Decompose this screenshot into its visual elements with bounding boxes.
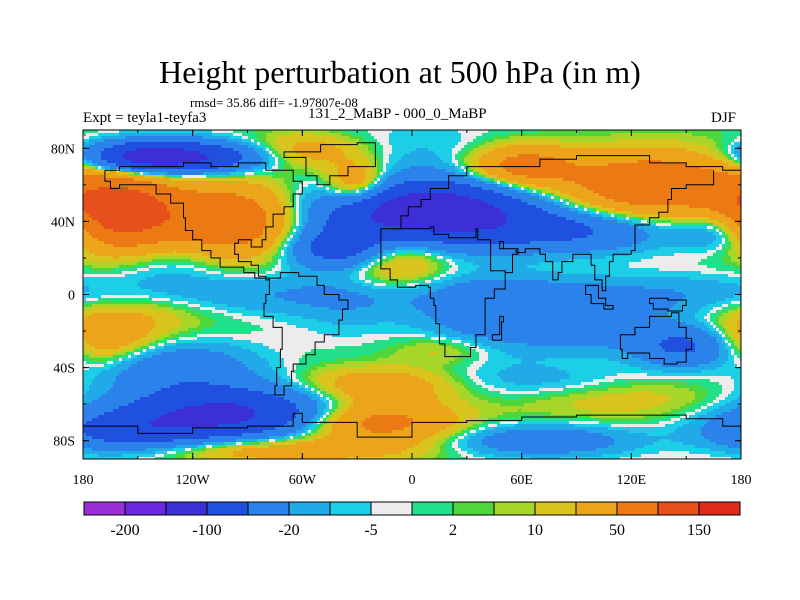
colorbar-swatch (288, 501, 331, 516)
colorbar-label: -20 (278, 522, 299, 539)
lat-tick-label: 40N (51, 215, 75, 230)
coastline-segment (83, 412, 741, 438)
colorbar-swatch (616, 501, 659, 516)
colorbar-swatch (657, 501, 700, 516)
colorbar: -200 -100 -20 -5 2 10 50 150 (83, 501, 741, 539)
colorbar-swatch (534, 501, 577, 516)
colorbar-label: -100 (192, 522, 221, 539)
colorbar-swatch (493, 501, 536, 516)
colorbar-label: 50 (609, 522, 625, 539)
colorbar-swatch (452, 501, 495, 516)
lat-tick-label: 40S (53, 362, 75, 377)
colorbar-swatch (124, 501, 167, 516)
lat-tick-label: 80N (51, 142, 75, 157)
lon-tick-label: 0 (409, 473, 416, 488)
colorbar-label: 150 (687, 522, 711, 539)
coastline-segment (283, 142, 376, 186)
colorbar-swatch (247, 501, 290, 516)
colorbar-swatch (411, 501, 454, 516)
rmsd-diff-stats: rmsd= 35.86 diff= -1.97807e-08 (190, 95, 358, 111)
map-title: Height perturbation at 500 hPa (in m) (0, 54, 800, 91)
experiment-label: Expt = teyla1-teyfa3 (83, 110, 206, 127)
colorbar-swatch (698, 501, 741, 516)
lon-tick-label: 180 (73, 473, 94, 488)
map-axes: 80N 40N 0 40S 80S 180 120W 60W 0 60E 120E 180 (51, 130, 752, 488)
coastline-segment (104, 162, 303, 281)
colorbar-swatch (206, 501, 249, 516)
colorbar-label: -5 (364, 522, 377, 539)
lon-tick-label: 60E (510, 473, 533, 488)
colorbar-swatch (83, 501, 126, 516)
period-comparison-label: 131_2_MaBP - 000_0_MaBP (308, 106, 487, 123)
colorbar-label: 2 (449, 522, 457, 539)
lon-tick-label: 120E (617, 473, 647, 488)
colorbar-swatch (575, 501, 618, 516)
colorbar-swatch (370, 501, 413, 516)
lon-tick-label: 120W (176, 473, 211, 488)
coastline-segment (393, 155, 741, 230)
lat-tick-label: 80S (53, 435, 75, 450)
colorbar-swatch (329, 501, 372, 516)
colorbar-label: 10 (527, 522, 543, 539)
coastline-segment (380, 228, 506, 358)
coastline-segment (263, 272, 349, 396)
lon-tick-label: 60W (289, 473, 317, 488)
coastlines (83, 142, 741, 438)
colorbar-swatch (165, 501, 208, 516)
coastline-segment (649, 297, 687, 312)
coastline-segment (393, 170, 715, 292)
lat-tick-label: 0 (68, 289, 75, 304)
lon-tick-label: 180 (731, 473, 752, 488)
season-label: DJF (711, 110, 736, 127)
colorbar-label: -200 (110, 522, 139, 539)
height-perturbation-field (83, 130, 741, 459)
coastline-segment (585, 284, 614, 310)
coastline-segment (491, 315, 504, 341)
coastline-segment (619, 312, 693, 365)
